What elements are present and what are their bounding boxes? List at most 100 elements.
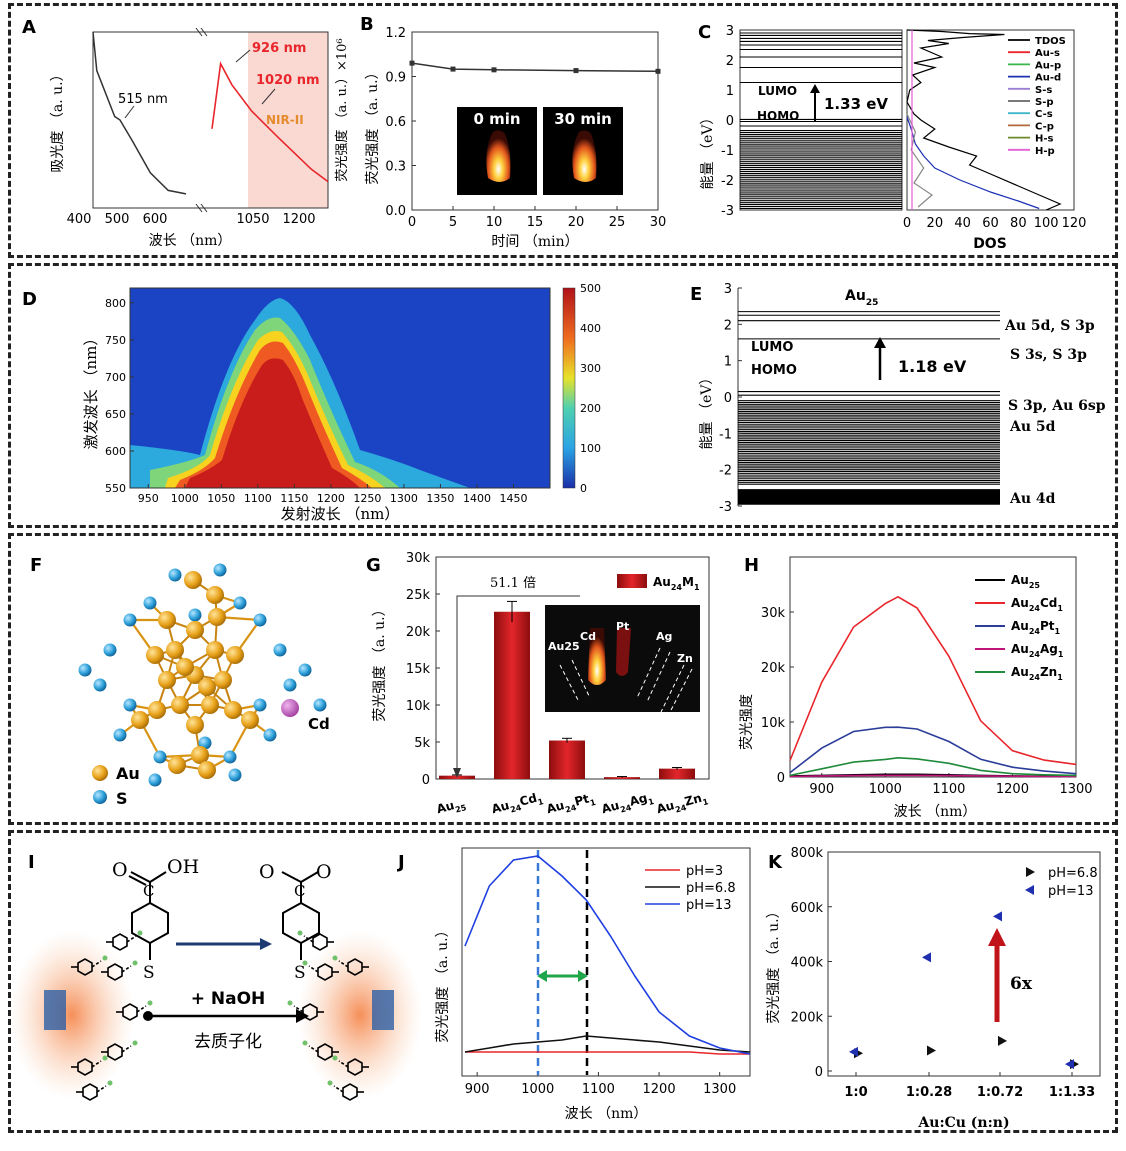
orbital-label: S 3p, Au 6sp — [1008, 398, 1106, 414]
category-label-part: Zn — [683, 791, 703, 809]
panel-a-axes — [92, 31, 329, 209]
tick-label: 60 — [982, 216, 999, 231]
tick-label: 10k — [761, 716, 786, 731]
panel-j-legend: pH=3 pH=6.8 pH=13 — [645, 864, 736, 913]
category-label-part: Au — [490, 798, 511, 816]
lumo-label: LUMO — [758, 84, 797, 98]
category-label-part: 24 — [619, 803, 633, 815]
tick-label: 1:0.28 — [906, 1085, 952, 1100]
tick-label: 5k — [414, 736, 430, 751]
tick-label: 1100 — [932, 782, 965, 797]
tick-label: 800 — [105, 297, 126, 310]
tick-label: -2 — [719, 464, 732, 479]
category-label-part: 25 — [454, 803, 468, 815]
x-axis-label: DOS — [973, 236, 1007, 252]
ligand-ring — [112, 933, 128, 951]
au-atom-legend-icon — [92, 765, 108, 781]
s-atom — [123, 613, 137, 627]
spectra — [789, 595, 1077, 778]
s-atom — [228, 768, 242, 782]
lumo-label: LUMO — [751, 340, 793, 355]
tick-label: 400k — [791, 956, 824, 971]
tick-label: 40 — [954, 216, 971, 231]
category-label-part: 1 — [589, 798, 597, 808]
tick-label: 25 — [609, 215, 626, 230]
s-atom — [253, 613, 267, 627]
legend-label-part: Au — [1011, 596, 1029, 610]
ligand-end-atom — [132, 1040, 138, 1046]
row2-frame — [8, 263, 1118, 528]
au-atom — [186, 716, 204, 734]
atom-s: S — [294, 963, 306, 983]
tick-label: 1:1.33 — [1049, 1085, 1095, 1100]
ligand-bond — [91, 960, 102, 968]
e-title-main: Au — [845, 288, 866, 304]
colorbar — [562, 287, 576, 489]
e-title-sub: 25 — [866, 298, 879, 308]
inset-label: Au25 — [548, 640, 580, 653]
axis-break-mark — [200, 27, 208, 37]
vial-outline-ag — [646, 651, 671, 703]
category-label-part: Pt — [573, 791, 591, 808]
category-label-part: Au — [435, 798, 456, 816]
s-atom — [153, 750, 167, 764]
au-atom — [146, 646, 164, 664]
au-atom — [208, 608, 226, 626]
legend-label-part: 24 — [1029, 627, 1041, 636]
tick-label: -3 — [719, 500, 732, 515]
ligand-bond — [121, 965, 132, 973]
data-point — [1065, 1059, 1074, 1070]
spectra — [464, 855, 751, 1055]
tick-label: 1300 — [1059, 782, 1092, 797]
ligand-bond — [126, 935, 137, 943]
bar — [494, 611, 530, 779]
bar — [659, 768, 695, 779]
panel-k: K 1:0 1:0.28 1:0.72 1:1.33 0 200k 400k 600k 800k… — [765, 846, 1101, 1131]
ligand-bond — [121, 1045, 132, 1053]
e-title: Au25 — [845, 288, 878, 308]
ligand-acid — [128, 871, 169, 960]
reaction-arrow-head — [260, 938, 272, 950]
gap-label: 1.33 eV — [824, 95, 888, 113]
legend-label-part: 24 — [1029, 673, 1041, 682]
cluster-core-left — [44, 990, 66, 1030]
panel-h-axes — [789, 556, 1077, 778]
peak-label-926: 926 nm — [252, 41, 306, 56]
panel-c-xticks: 0 20 40 60 80 100 120 — [903, 216, 1087, 231]
legend-label: Au-p — [1035, 60, 1061, 71]
legend-label: TDOS — [1035, 36, 1066, 47]
x-axis-label: 波长 （nm） — [149, 233, 232, 249]
stability-curve — [411, 62, 659, 73]
spectrum-line — [464, 1035, 751, 1053]
ligand-ring — [347, 1058, 363, 1076]
au-atom — [166, 641, 184, 659]
energy-levels-au25 — [738, 311, 1000, 505]
legend-label: pH=6.8 — [686, 881, 736, 896]
y-axis-label: 激发波长 （nm） — [82, 331, 100, 450]
emission-curve — [211, 61, 329, 183]
legend-label-part: 1 — [1058, 650, 1064, 659]
fold-label: 51.1 倍 — [490, 576, 536, 591]
data-point — [849, 1046, 858, 1057]
category-label-part: Ag — [628, 791, 649, 809]
ligand-ring — [317, 963, 333, 981]
fold-label: 6x — [1010, 974, 1033, 994]
dopant-label: Cd — [308, 715, 330, 733]
tick-label: 3 — [724, 282, 732, 297]
bar — [604, 777, 640, 779]
shift-arrow-head-right — [578, 970, 588, 982]
row1-frame — [8, 3, 1118, 258]
tick-label: 30k — [406, 551, 431, 566]
s-p-curve — [906, 113, 933, 208]
tick-label: 0 — [777, 771, 785, 786]
legend-label: S-s — [1035, 85, 1052, 96]
s-atom — [143, 596, 157, 610]
inset-label: Zn — [677, 652, 693, 665]
panel-c-levels-axes — [739, 29, 903, 211]
au-atom — [198, 678, 216, 696]
ligand-end-atom — [102, 955, 108, 961]
atom-s: S — [143, 963, 155, 983]
